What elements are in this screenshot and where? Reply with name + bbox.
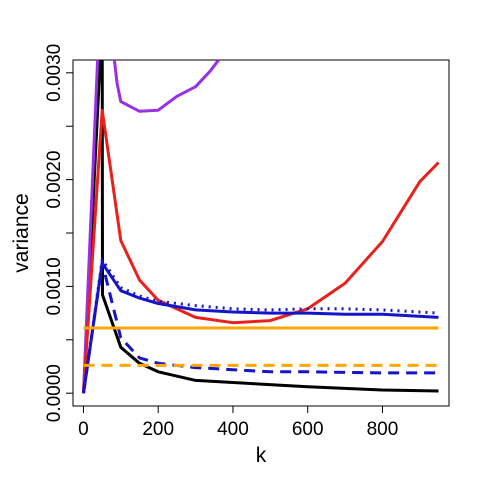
y-axis-title: variance (10, 193, 33, 272)
y-tick-label: 0.0010 (44, 257, 65, 315)
y-tick-label: 0.0000 (44, 364, 65, 422)
y-axis: 0.0000 0.0010 0.0020 0.0030 (44, 44, 73, 422)
series-line-5 (82, 261, 439, 394)
series-line-0 (82, 60, 439, 394)
series-line-3 (82, 261, 439, 394)
x-tick-label: 0 (78, 419, 89, 440)
y-tick-label: 0.0020 (44, 151, 65, 209)
series-line-1 (82, 60, 221, 394)
x-tick-label: 600 (292, 419, 324, 440)
series-line-4 (82, 258, 439, 394)
x-tick-label: 800 (367, 419, 399, 440)
series-layer (82, 60, 440, 394)
x-axis-title: k (256, 444, 267, 467)
x-axis: 0 200 400 600 800 (78, 406, 398, 440)
y-tick-label: 0.0030 (44, 44, 65, 102)
x-tick-label: 200 (142, 419, 174, 440)
series-line-2 (82, 108, 440, 394)
x-tick-label: 400 (217, 419, 249, 440)
